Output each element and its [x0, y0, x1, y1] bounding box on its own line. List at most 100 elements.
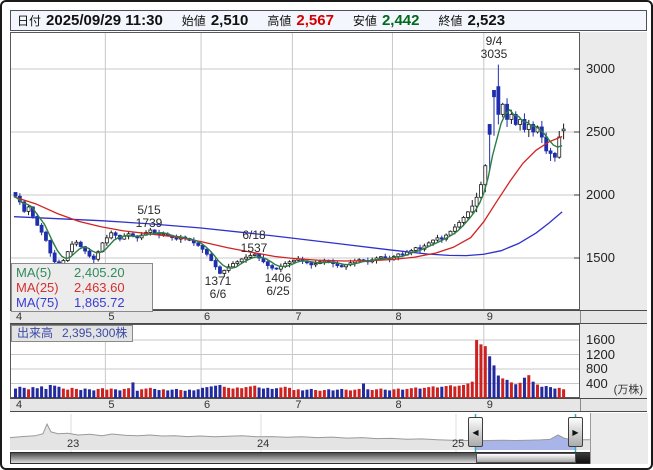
volume-bar [253, 385, 257, 398]
month-label: 5 [108, 399, 115, 411]
volume-bar [257, 387, 261, 398]
volume-chart[interactable] [10, 324, 580, 398]
volume-bar [40, 386, 44, 398]
quote-date: 日付 2025/09/29 11:30 [17, 12, 163, 29]
candle-body [235, 261, 240, 264]
volume-bar [527, 375, 531, 398]
range-navigator: 23 24 25 ◀ ▶ [10, 414, 590, 452]
volume-bar [92, 390, 96, 398]
month-label: 4 [16, 399, 23, 411]
candle-body [531, 124, 536, 133]
volume-bar [501, 378, 505, 398]
ma75-line [13, 211, 563, 257]
candle-body [418, 247, 422, 250]
volume-bar [161, 389, 165, 398]
volume-tick-label: 1600 [586, 332, 615, 347]
candle-body [231, 263, 235, 268]
volume-bar [518, 382, 522, 398]
volume-bar [331, 390, 335, 398]
volume-bar [366, 389, 370, 398]
chart-annotation: 1406 6/25 [264, 271, 292, 298]
candle-body [509, 113, 514, 120]
volume-bar [509, 382, 513, 398]
candle-body [561, 128, 566, 132]
navigator-right-handle[interactable]: ▶ [568, 417, 583, 447]
volume-bar [166, 390, 170, 398]
volume-bar [422, 387, 426, 398]
volume-bar [266, 387, 270, 398]
volume-bar [275, 388, 278, 398]
quote-high: 高値 2,567 [267, 12, 334, 29]
nav-year-label: 24 [257, 438, 269, 450]
volume-bar [453, 386, 457, 398]
quote-low: 安値 2,442 [353, 12, 420, 29]
high-label: 高値 [267, 14, 292, 28]
candle-body [35, 216, 40, 226]
navigator-sparkline[interactable]: 23 24 25 [10, 414, 590, 452]
volume-bar [44, 388, 48, 398]
candle-body [113, 232, 118, 236]
candle-body [270, 265, 275, 269]
volume-bar [79, 390, 83, 398]
volume-bar [531, 381, 535, 398]
candle-body [452, 226, 457, 232]
volume-bar [488, 356, 492, 398]
volume-bar [318, 390, 322, 398]
volume-bar [222, 386, 226, 398]
month-label: 4 [16, 311, 23, 323]
volume-bar [179, 390, 183, 398]
volume-bar [409, 388, 413, 398]
navigator-left-handle[interactable]: ◀ [468, 417, 483, 447]
volume-bar [109, 388, 113, 398]
candle-body [222, 269, 227, 274]
volume-bar [131, 382, 135, 398]
candle-body [431, 239, 436, 244]
volume-bar [309, 388, 313, 398]
volume-bar [248, 386, 252, 398]
volume-bar [557, 387, 561, 398]
chart-annotation: 9/4 3035 [480, 34, 508, 61]
volume-bar [14, 388, 17, 398]
candle-body [457, 222, 462, 228]
volume-bar [435, 387, 439, 398]
volume-bar [61, 388, 65, 398]
volume-bar [288, 387, 292, 398]
volume-bar [492, 365, 496, 398]
ma25-value: 2,463.60 [74, 280, 125, 295]
volume-bar [340, 388, 344, 398]
candle-body [196, 242, 201, 246]
candle-body [313, 263, 318, 266]
volume-bar [362, 383, 365, 398]
volume-bar [444, 386, 448, 398]
candle-body [87, 250, 92, 257]
volume-bar [66, 389, 70, 398]
month-label: 6 [204, 399, 211, 411]
candle-body [52, 252, 57, 263]
volume-bar [296, 389, 300, 398]
month-label: 6 [204, 311, 211, 323]
range-scrollbar[interactable] [10, 452, 590, 464]
date-value: 2025/09/29 11:30 [46, 12, 163, 29]
volume-bar [396, 388, 400, 398]
navigator-right-spacer [590, 413, 648, 464]
candlestick-chart[interactable] [10, 32, 580, 310]
candle-body [48, 239, 53, 254]
volume-bar [522, 377, 526, 398]
ma5-legend-row: MA(5) 2,405.20 [16, 265, 148, 280]
candle-body [309, 262, 314, 266]
candle-body [474, 196, 479, 207]
scrollbar-thumb[interactable] [476, 453, 576, 463]
candle-body [518, 119, 523, 125]
ma25-name: MA(25) [16, 280, 59, 295]
volume-bar [536, 384, 539, 398]
volume-bar [174, 388, 178, 398]
volume-bar [553, 388, 557, 398]
spark-area-selected [475, 435, 575, 450]
candle-body [70, 243, 74, 253]
candle-body [413, 247, 418, 251]
volume-tick-label: 400 [586, 375, 608, 391]
volume-bar [227, 387, 231, 398]
candle-body [479, 184, 483, 198]
volume-bar [314, 390, 318, 398]
candle-body [287, 261, 292, 264]
